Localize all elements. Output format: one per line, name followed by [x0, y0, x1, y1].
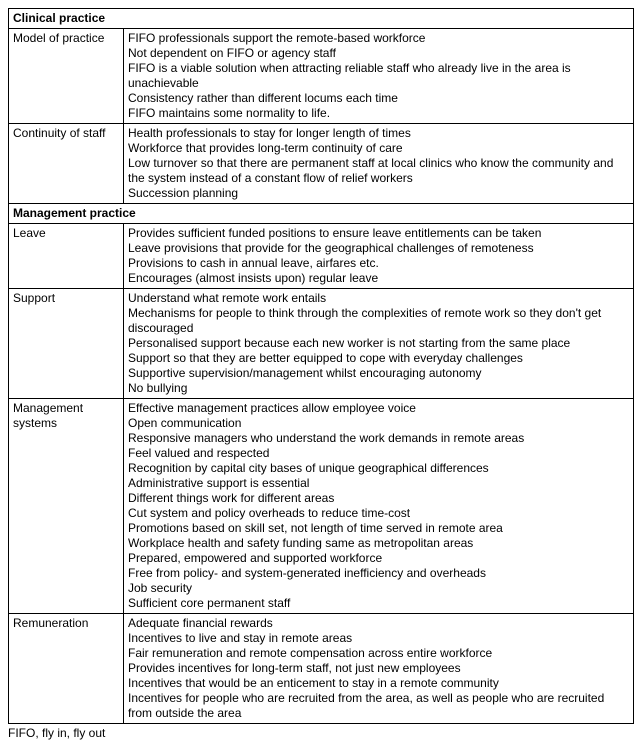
row-content: Adequate financial rewardsIncentives to …: [124, 614, 634, 724]
content-line: Effective management practices allow emp…: [128, 401, 629, 416]
content-line: FIFO professionals support the remote-ba…: [128, 31, 629, 46]
section-header: Clinical practice: [9, 9, 634, 29]
content-line: Support so that they are better equipped…: [128, 351, 629, 366]
row-content: Provides sufficient funded positions to …: [124, 224, 634, 289]
content-line: Health professionals to stay for longer …: [128, 126, 629, 141]
content-line: Low turnover so that there are permanent…: [128, 156, 629, 186]
content-line: Provisions to cash in annual leave, airf…: [128, 256, 629, 271]
row-label: Model of practice: [9, 29, 124, 124]
content-line: Open communication: [128, 416, 629, 431]
row-content: Understand what remote work entailsMecha…: [124, 289, 634, 399]
content-line: Incentives for people who are recruited …: [128, 691, 629, 721]
content-line: Personalised support because each new wo…: [128, 336, 629, 351]
content-line: Sufficient core permanent staff: [128, 596, 629, 611]
content-line: Workforce that provides long-term contin…: [128, 141, 629, 156]
content-line: Responsive managers who understand the w…: [128, 431, 629, 446]
content-line: Mechanisms for people to think through t…: [128, 306, 629, 336]
content-line: Job security: [128, 581, 629, 596]
content-line: Administrative support is essential: [128, 476, 629, 491]
content-line: Provides sufficient funded positions to …: [128, 226, 629, 241]
content-line: Cut system and policy overheads to reduc…: [128, 506, 629, 521]
content-line: No bullying: [128, 381, 629, 396]
row-label: Support: [9, 289, 124, 399]
content-line: Succession planning: [128, 186, 629, 201]
row-label: Remuneration: [9, 614, 124, 724]
content-line: Incentives that would be an enticement t…: [128, 676, 629, 691]
content-line: Promotions based on skill set, not lengt…: [128, 521, 629, 536]
row-content: FIFO professionals support the remote-ba…: [124, 29, 634, 124]
content-line: Fair remuneration and remote compensatio…: [128, 646, 629, 661]
content-line: FIFO is a viable solution when attractin…: [128, 61, 629, 91]
content-line: FIFO maintains some normality to life.: [128, 106, 629, 121]
content-line: Not dependent on FIFO or agency staff: [128, 46, 629, 61]
row-content: Effective management practices allow emp…: [124, 399, 634, 614]
content-line: Supportive supervision/management whilst…: [128, 366, 629, 381]
content-line: Provides incentives for long-term staff,…: [128, 661, 629, 676]
section-header: Management practice: [9, 204, 634, 224]
row-label: Management systems: [9, 399, 124, 614]
footnote: FIFO, fly in, fly out: [8, 726, 633, 740]
row-label: Continuity of staff: [9, 124, 124, 204]
practice-table: Clinical practiceModel of practice FIFO p…: [8, 8, 634, 724]
content-line: Consistency rather than different locums…: [128, 91, 629, 106]
content-line: Encourages (almost insists upon) regular…: [128, 271, 629, 286]
row-label: Leave: [9, 224, 124, 289]
content-line: Free from policy- and system-generated i…: [128, 566, 629, 581]
row-content: Health professionals to stay for longer …: [124, 124, 634, 204]
content-line: Adequate financial rewards: [128, 616, 629, 631]
content-line: Workplace health and safety funding same…: [128, 536, 629, 551]
content-line: Feel valued and respected: [128, 446, 629, 461]
content-line: Different things work for different area…: [128, 491, 629, 506]
content-line: Recognition by capital city bases of uni…: [128, 461, 629, 476]
content-line: Leave provisions that provide for the ge…: [128, 241, 629, 256]
content-line: Understand what remote work entails: [128, 291, 629, 306]
content-line: Incentives to live and stay in remote ar…: [128, 631, 629, 646]
content-line: Prepared, empowered and supported workfo…: [128, 551, 629, 566]
